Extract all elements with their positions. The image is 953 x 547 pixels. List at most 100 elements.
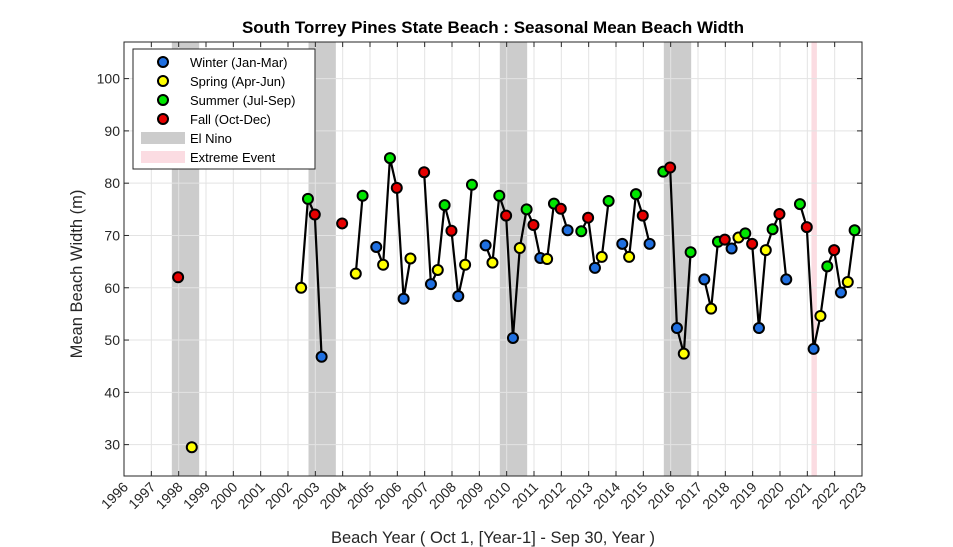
x-tick-label-2022: 2022 <box>808 479 841 512</box>
x-tick-label-1997: 1997 <box>125 479 158 512</box>
x-axis-label: Beach Year ( Oct 1, [Year-1] - Sep 30, Y… <box>331 529 655 547</box>
data-point-winter-59 <box>752 322 765 335</box>
x-tick-label-2021: 2021 <box>781 479 814 512</box>
legend: Winter (Jan-Mar) Spring (Apr-Jun) Summer (… <box>132 48 316 170</box>
legend-label-extreme: Extreme Event <box>190 150 276 165</box>
data-point-summer-18 <box>438 199 451 212</box>
data-point-fall-44 <box>636 209 649 222</box>
data-point-fall-69 <box>828 244 841 257</box>
legend-label-spring: Spring (Apr-Jun) <box>190 74 285 89</box>
data-point-summer-8 <box>356 189 369 202</box>
shaded-band-elnino-3 <box>663 42 692 476</box>
data-point-spring-67 <box>814 309 827 322</box>
data-point-fall-62 <box>773 208 786 221</box>
data-point-summer-64 <box>793 198 806 211</box>
x-tick-label-2023: 2023 <box>836 479 869 512</box>
data-point-winter-23 <box>479 239 492 252</box>
x-tick-label-2017: 2017 <box>672 479 705 512</box>
x-tick-label-2020: 2020 <box>754 479 787 512</box>
data-point-spring-42 <box>623 250 636 263</box>
data-point-fall-37 <box>582 211 595 224</box>
y-tick-label-50: 50 <box>104 332 120 348</box>
x-tick-label-2013: 2013 <box>562 479 595 512</box>
data-point-winter-45 <box>643 237 656 250</box>
y-axis-ticks: 30 40 50 60 70 80 90 100 <box>97 71 862 453</box>
data-point-spring-24 <box>486 256 499 269</box>
data-point-winter-48 <box>670 322 683 335</box>
data-point-winter-27 <box>506 331 519 344</box>
data-point-winter-35 <box>561 224 574 237</box>
x-tick-label-2019: 2019 <box>726 479 759 512</box>
shaded-band-extreme-4 <box>811 42 817 476</box>
data-point-winter-13 <box>397 292 410 305</box>
y-tick-label-60: 60 <box>104 280 120 296</box>
data-point-spring-21 <box>459 258 472 271</box>
data-point-spring-7 <box>349 267 362 280</box>
data-point-winter-38 <box>588 261 601 274</box>
legend-marker-spring <box>157 75 169 87</box>
legend-label-fall: Fall (Oct-Dec) <box>190 112 271 127</box>
data-point-summer-29 <box>520 203 533 216</box>
data-point-spring-2 <box>295 281 308 294</box>
data-point-fall-54 <box>718 233 731 246</box>
y-axis-label: Mean Beach Width (m) <box>68 190 86 359</box>
data-point-summer-11 <box>383 152 396 165</box>
plot-frame <box>123 41 863 477</box>
x-tick-label-2001: 2001 <box>234 479 267 512</box>
x-tick-label-2015: 2015 <box>617 479 650 512</box>
x-tick-label-2006: 2006 <box>371 479 404 512</box>
data-point-fall-47 <box>664 161 677 174</box>
data-point-spring-60 <box>759 244 772 257</box>
x-tick-label-2009: 2009 <box>453 479 486 512</box>
data-point-summer-43 <box>629 188 642 201</box>
data-point-spring-49 <box>677 347 690 360</box>
legend-swatch-elnino <box>141 132 185 144</box>
data-point-summer-72 <box>848 224 861 237</box>
data-point-summer-36 <box>575 225 588 238</box>
x-tick-label-2002: 2002 <box>262 479 295 512</box>
data-point-summer-25 <box>493 189 506 202</box>
x-tick-label-2000: 2000 <box>207 479 240 512</box>
data-point-summer-50 <box>684 246 697 259</box>
data-point-winter-41 <box>616 237 629 250</box>
x-tick-label-2007: 2007 <box>398 479 431 512</box>
series-line-segment-5 <box>375 156 412 300</box>
data-point-fall-15 <box>418 166 431 179</box>
data-point-fall-26 <box>500 209 513 222</box>
x-tick-label-2018: 2018 <box>699 479 732 512</box>
data-point-summer-40 <box>602 194 615 207</box>
data-point-spring-1 <box>185 441 198 454</box>
data-point-fall-30 <box>527 219 540 232</box>
x-tick-label-2011: 2011 <box>509 479 542 512</box>
shaded-band-elnino-2 <box>499 42 528 476</box>
data-point-fall-6 <box>336 217 349 230</box>
data-point-fall-12 <box>390 181 403 194</box>
data-point-fall-0 <box>172 271 185 284</box>
y-tick-label-70: 70 <box>104 227 120 243</box>
data-point-fall-58 <box>746 237 759 250</box>
legend-label-summer: Summer (Jul-Sep) <box>190 93 295 108</box>
legend-marker-summer <box>157 94 169 106</box>
y-tick-label-80: 80 <box>104 175 120 191</box>
x-tick-label-1999: 1999 <box>180 479 213 512</box>
y-tick-label-40: 40 <box>104 384 120 400</box>
x-tick-label-2012: 2012 <box>535 479 568 512</box>
series-line-segment-2 <box>300 197 323 357</box>
legend-label-elnino: El Nino <box>190 131 232 146</box>
x-tick-label-2008: 2008 <box>426 479 459 512</box>
data-point-winter-51 <box>698 273 711 286</box>
data-point-fall-4 <box>308 208 321 221</box>
data-point-winter-63 <box>780 273 793 286</box>
legend-marker-winter <box>157 56 169 68</box>
y-tick-label-100: 100 <box>97 71 121 87</box>
data-point-winter-70 <box>834 286 847 299</box>
x-tick-label-2003: 2003 <box>289 479 322 512</box>
data-point-summer-3 <box>301 192 314 205</box>
data-series <box>172 152 861 454</box>
y-tick-label-90: 90 <box>104 123 120 139</box>
data-point-winter-55 <box>725 242 738 255</box>
x-tick-label-2004: 2004 <box>316 479 349 512</box>
data-point-summer-61 <box>766 223 779 236</box>
data-point-winter-20 <box>452 290 465 303</box>
x-tick-label-1998: 1998 <box>152 479 185 512</box>
